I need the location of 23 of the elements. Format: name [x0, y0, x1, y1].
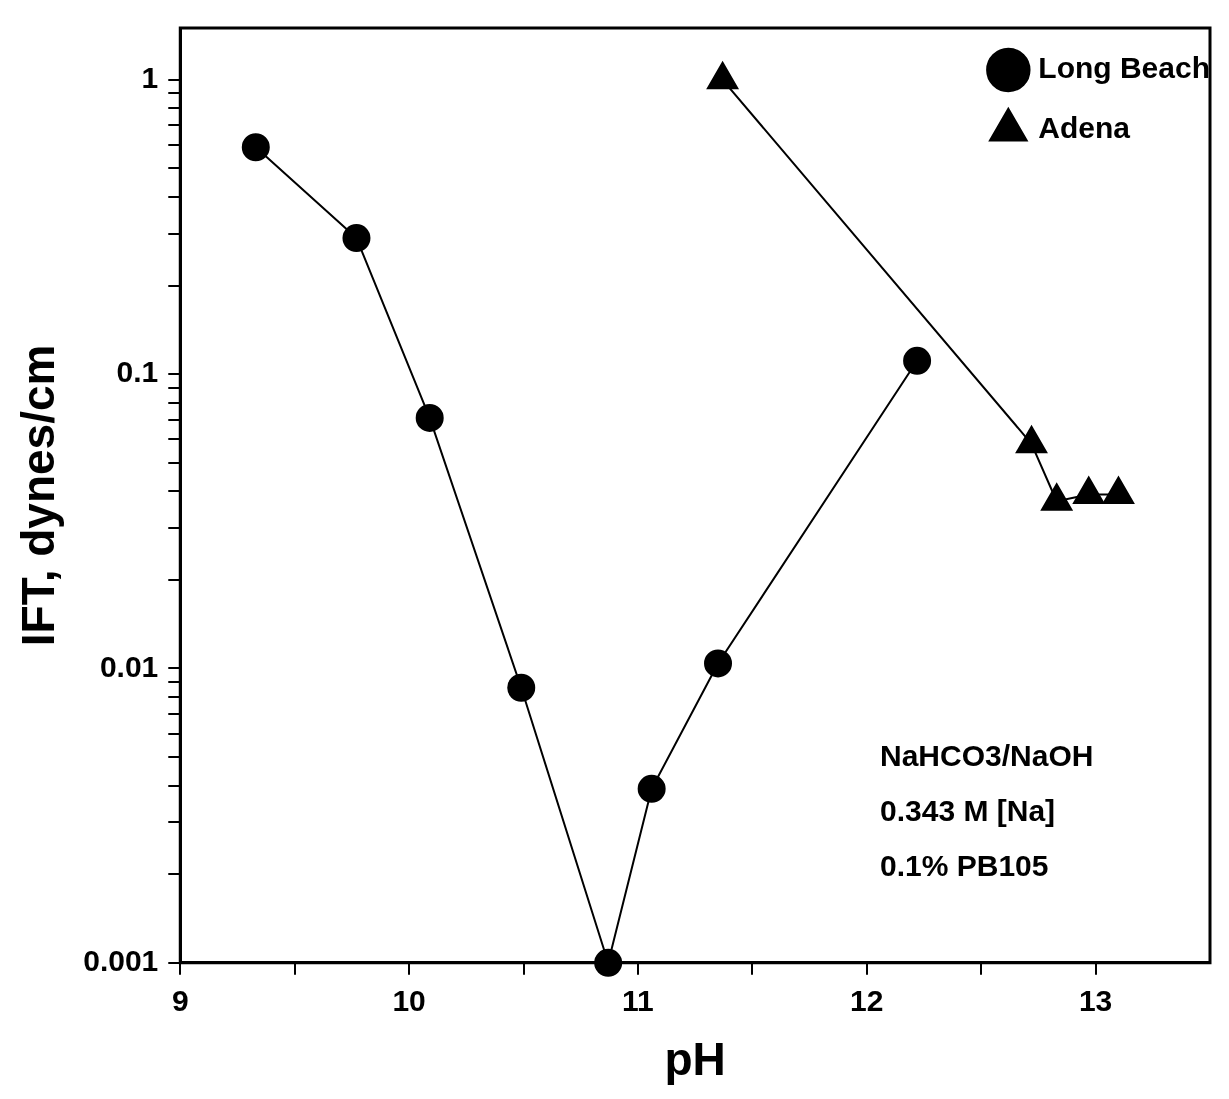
legend-label: Adena: [1038, 111, 1131, 145]
y-tick-label: 0.001: [83, 944, 159, 978]
point: [637, 774, 666, 803]
y-tick-label: 0.1: [116, 355, 159, 389]
annotation: 0.343 M [Na]: [880, 794, 1056, 828]
point: [903, 346, 932, 375]
point: [704, 649, 733, 678]
legend-label: Long Beach: [1038, 51, 1211, 85]
point: [342, 224, 371, 253]
y-tick-label: 0.01: [99, 649, 159, 683]
x-tick-label: 12: [850, 984, 884, 1018]
y-tick-label: 1: [141, 61, 159, 95]
annotation: NaHCO3/NaOH: [880, 739, 1094, 773]
x-tick-label: 13: [1078, 984, 1113, 1018]
x-tick-label: 11: [622, 984, 654, 1018]
y-axis-title: IFT, dynes/cm: [12, 344, 65, 647]
point: [507, 673, 536, 702]
point: [241, 133, 270, 162]
x-tick-label: 9: [171, 984, 189, 1018]
x-axis-title: pH: [664, 1033, 726, 1086]
annotation: 0.1% PB105: [880, 849, 1049, 883]
point: [415, 403, 444, 432]
x-tick-label: 10: [392, 984, 426, 1018]
